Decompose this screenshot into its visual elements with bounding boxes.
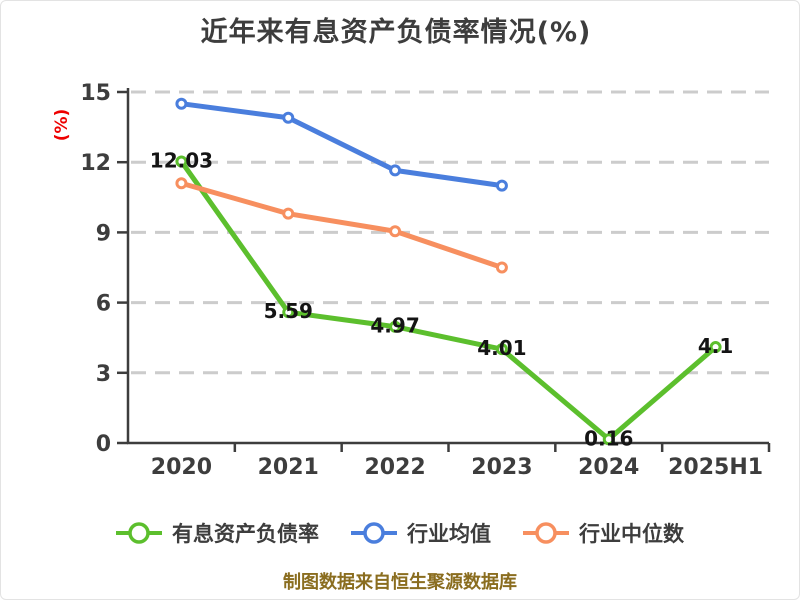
y-tick-label: 3: [96, 362, 111, 387]
data-point: [495, 343, 508, 356]
legend-marker-icon: [116, 522, 162, 544]
y-tick-label: 15: [80, 81, 111, 106]
line-chart-plot: 0 3 6 9 12 15 2020 2021 2022 2023 2024 2025H1 12.03 5…: [80, 81, 771, 480]
data-point: [175, 177, 188, 190]
y-tick-label: 6: [96, 292, 111, 317]
data-source-note: 制图数据来自恒生聚源数据库: [283, 572, 517, 593]
data-label: 5.59: [264, 299, 313, 323]
series-line-1: [178, 101, 505, 189]
legend-item-1[interactable]: 行业均值: [351, 518, 491, 548]
data-point: [175, 155, 188, 168]
data-label: 12.03: [150, 148, 213, 172]
y-tick-label: 0: [96, 432, 111, 457]
y-tick-label: 12: [80, 151, 111, 176]
x-tick-label: 2022: [364, 455, 425, 480]
chart-title: 近年来有息资产负债率情况(%): [200, 17, 592, 48]
data-point: [389, 225, 402, 238]
data-point: [495, 179, 508, 192]
legend-item-2[interactable]: 行业中位数: [523, 518, 684, 548]
legend-label: 行业中位数: [579, 522, 684, 546]
data-point: [282, 111, 295, 124]
data-label: 0.16: [584, 426, 633, 450]
legend-label: 行业均值: [407, 522, 491, 546]
data-point: [602, 433, 615, 446]
legend-marker-icon: [351, 522, 397, 544]
data-point: [709, 341, 722, 354]
chart-legend: 有息资产负债率 行业均值 行业中位数: [1, 518, 799, 548]
data-point: [175, 97, 188, 110]
legend-marker-icon: [523, 522, 569, 544]
series-line-2: [178, 180, 505, 270]
data-label: 4.1: [698, 334, 733, 358]
x-tick-label: 2025H1: [668, 455, 763, 480]
data-point: [495, 261, 508, 274]
data-label: 4.01: [477, 336, 526, 360]
x-tick-label: 2021: [258, 455, 319, 480]
x-tick-label: 2024: [578, 455, 639, 480]
data-point: [389, 164, 402, 177]
x-tick-label: 2023: [471, 455, 532, 480]
legend-label: 有息资产负债率: [172, 522, 319, 546]
x-tick-label: 2020: [151, 455, 212, 480]
data-label: 4.97: [370, 314, 419, 338]
data-point: [282, 207, 295, 220]
series-line-0: [178, 158, 719, 442]
data-point: [282, 306, 295, 319]
data-point: [389, 320, 402, 333]
legend-item-0[interactable]: 有息资产负债率: [116, 518, 319, 548]
y-tick-label: 9: [96, 221, 111, 246]
